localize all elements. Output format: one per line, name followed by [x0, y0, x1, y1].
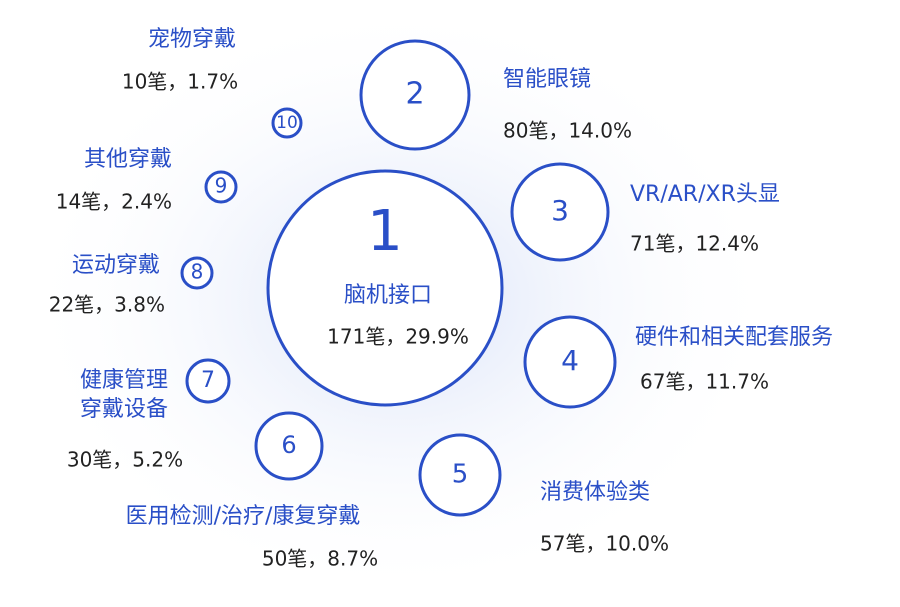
- node-rank: 3: [551, 194, 569, 227]
- node-detail: 50笔，8.7%: [262, 547, 378, 571]
- node-label: 穿戴设备: [80, 397, 168, 422]
- node-label: 医用检测/治疗/康复穿戴: [126, 504, 361, 529]
- node-rank: 5: [452, 460, 469, 490]
- node-detail: 22笔，3.8%: [49, 293, 165, 317]
- node-rank: 6: [281, 431, 296, 459]
- node-circle: [266, 169, 504, 407]
- node-rank: 8: [191, 260, 204, 284]
- node-label: 宠物穿戴: [148, 27, 236, 52]
- node-label: 健康管理: [80, 368, 168, 393]
- node-detail: 80笔，14.0%: [503, 119, 632, 143]
- node-circle: [510, 162, 610, 262]
- node-detail: 71笔，12.4%: [630, 232, 759, 256]
- node-circle: [180, 256, 214, 290]
- node-detail: 67笔，11.7%: [640, 370, 769, 394]
- node-rank: 10: [276, 113, 298, 133]
- node-label: 脑机接口: [344, 283, 432, 308]
- node-label: 消费体验类: [540, 480, 650, 505]
- node-label: 智能眼镜: [503, 67, 591, 92]
- node-label: 其他穿戴: [84, 147, 172, 172]
- node-label: VR/AR/XR头显: [630, 182, 780, 207]
- node-detail: 30笔，5.2%: [67, 448, 183, 472]
- node-detail: 57笔，10.0%: [540, 532, 669, 556]
- node-detail: 10笔，1.7%: [122, 70, 238, 94]
- node-rank: 2: [405, 77, 424, 112]
- node-circle: [254, 411, 324, 481]
- node-rank: 9: [215, 174, 228, 198]
- node-rank: 7: [201, 368, 215, 393]
- node-rank: 1: [367, 199, 403, 264]
- node-circle: [418, 433, 502, 517]
- node-label: 运动穿戴: [72, 253, 160, 278]
- node-detail: 14笔，2.4%: [56, 190, 172, 214]
- node-circle: [523, 315, 617, 409]
- node-label: 硬件和相关配套服务: [635, 325, 833, 350]
- node-rank: 4: [561, 344, 579, 377]
- node-detail: 171笔，29.9%: [327, 325, 469, 349]
- node-circle: [185, 358, 231, 404]
- node-circle: [359, 39, 471, 151]
- node-circle: [204, 170, 238, 204]
- node-circle: [271, 107, 303, 139]
